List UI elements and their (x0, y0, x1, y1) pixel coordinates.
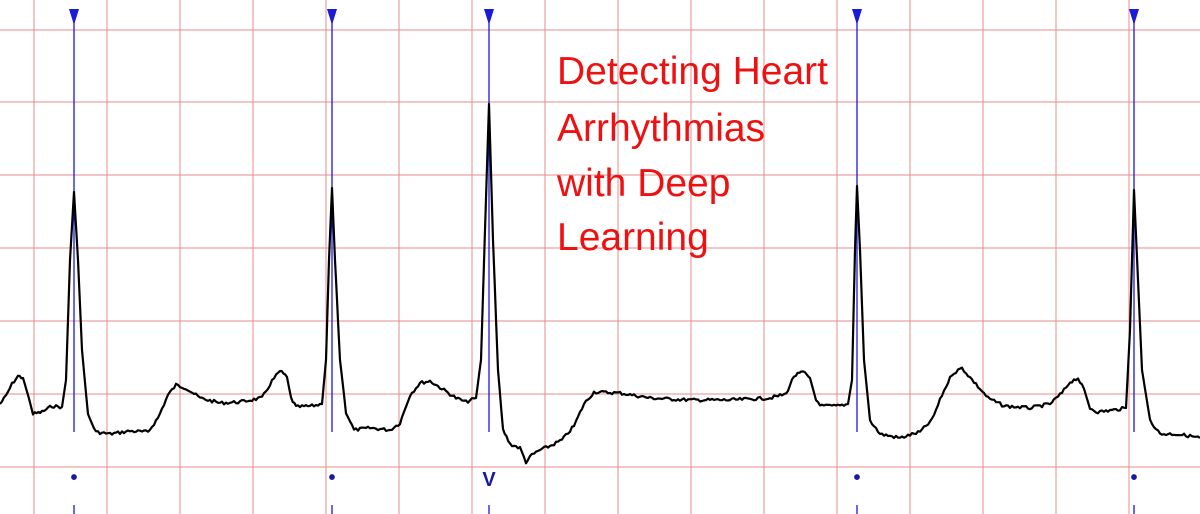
beat-marker-lines (69, 9, 1139, 514)
beat-label: V (482, 469, 496, 491)
title-line-3: with Deep (556, 162, 730, 205)
beat-marker-arrow-icon (852, 9, 862, 25)
beat-labels: • • V • • (70, 467, 1137, 491)
title-line-4: Learning (557, 216, 709, 259)
beat-marker-arrow-icon (69, 9, 79, 25)
title-line-1: Detecting Heart (557, 50, 828, 93)
beat-marker-arrow-icon (327, 9, 337, 25)
title-line-2: Arrhythmias (557, 107, 765, 150)
beat-label: • (328, 467, 335, 489)
beat-marker-arrow-icon (1129, 9, 1139, 25)
beat-label: • (853, 467, 860, 489)
beat-marker-arrow-icon (484, 9, 494, 25)
beat-label: • (70, 467, 77, 489)
beat-label: • (1130, 467, 1137, 489)
ecg-trace (0, 102, 1200, 465)
title: Detecting Heart Arrhythmias with Deep Le… (556, 50, 828, 259)
